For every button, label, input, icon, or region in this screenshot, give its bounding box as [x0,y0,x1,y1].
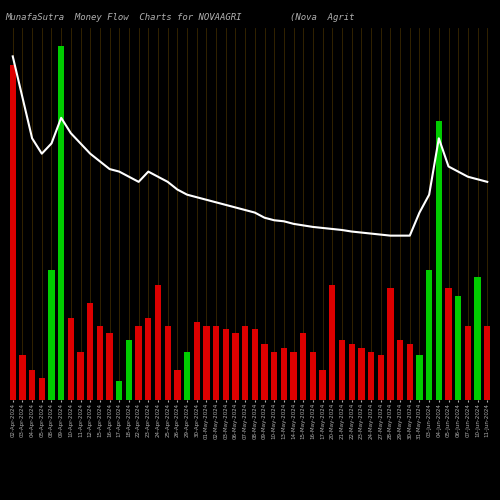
Bar [348,344,355,400]
Bar [320,370,326,400]
Bar [242,326,248,400]
Bar [136,326,142,400]
Bar [446,288,452,400]
Bar [455,296,462,400]
Bar [48,270,54,400]
Bar [194,322,200,400]
Bar [406,344,413,400]
Bar [232,333,238,400]
Bar [213,326,220,400]
Bar [20,356,26,400]
Bar [97,326,103,400]
Bar [126,340,132,400]
Bar [339,340,345,400]
Bar [174,370,180,400]
Bar [416,356,422,400]
Bar [426,270,432,400]
Bar [368,352,374,400]
Bar [388,288,394,400]
Bar [87,303,94,400]
Bar [58,46,64,400]
Bar [378,356,384,400]
Bar [436,120,442,400]
Bar [262,344,268,400]
Bar [106,333,112,400]
Bar [464,326,471,400]
Bar [290,352,296,400]
Bar [300,333,306,400]
Bar [204,326,210,400]
Bar [78,352,84,400]
Bar [222,329,229,400]
Bar [252,329,258,400]
Bar [38,378,45,400]
Bar [10,64,16,400]
Bar [474,277,480,400]
Text: MunafaSutra  Money Flow  Charts for NOVAAGRI: MunafaSutra Money Flow Charts for NOVAAG… [5,12,242,22]
Bar [145,318,152,400]
Bar [155,284,161,400]
Bar [68,318,74,400]
Bar [184,352,190,400]
Bar [358,348,364,400]
Bar [164,326,171,400]
Bar [29,370,35,400]
Bar [280,348,287,400]
Bar [271,352,278,400]
Bar [116,382,122,400]
Bar [397,340,403,400]
Bar [329,284,336,400]
Bar [310,352,316,400]
Bar [484,326,490,400]
Text: (Nova  Agrit: (Nova Agrit [290,12,354,22]
